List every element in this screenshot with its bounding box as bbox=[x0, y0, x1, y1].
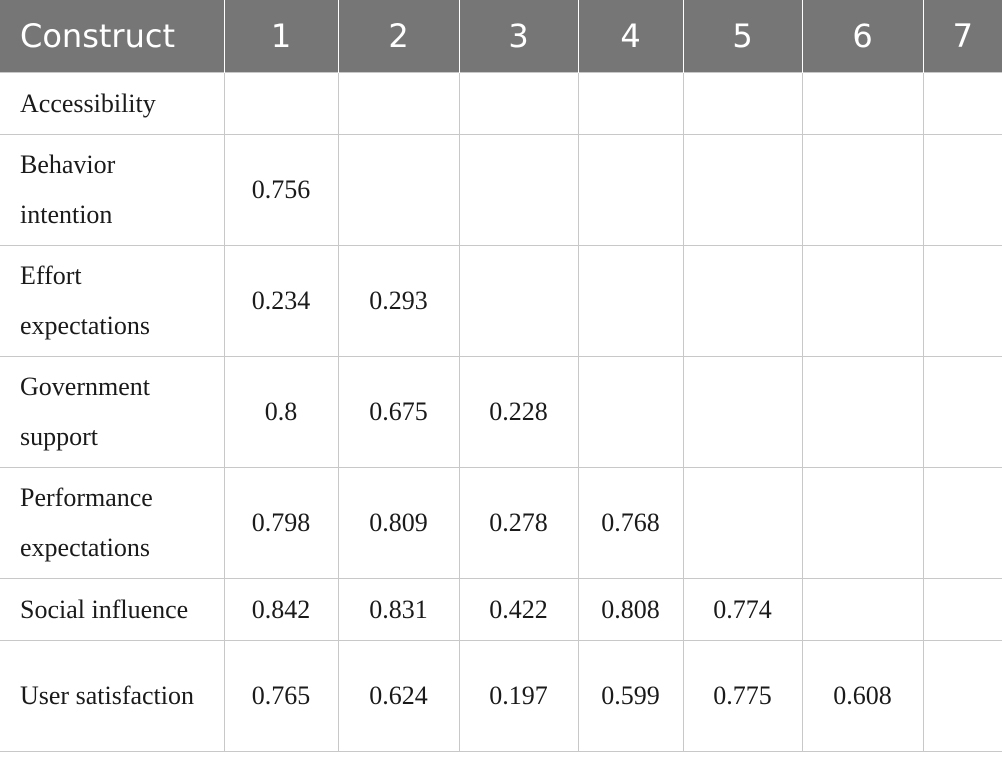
table-cell: 0.675 bbox=[337, 356, 460, 468]
table-cell: 0.228 bbox=[458, 356, 579, 468]
header-col-5: 5 bbox=[683, 0, 803, 73]
table-cell bbox=[801, 356, 924, 468]
table-row: User satisfaction 0.765 0.624 0.197 0.59… bbox=[0, 640, 1002, 752]
table-row: Performance expectations 0.798 0.809 0.2… bbox=[0, 467, 1002, 579]
table-cell: 0.599 bbox=[577, 640, 684, 752]
table-cell: 0.775 bbox=[682, 640, 803, 752]
row-label: Performance expectations bbox=[0, 467, 225, 579]
table-cell: 0.842 bbox=[223, 578, 339, 641]
table-cell bbox=[577, 356, 684, 468]
row-label: Behavior intention bbox=[0, 134, 225, 246]
table-cell: 0.798 bbox=[223, 467, 339, 579]
table-cell bbox=[801, 245, 924, 357]
table-cell bbox=[682, 356, 803, 468]
table-cell: 0.422 bbox=[458, 578, 579, 641]
header-col-3: 3 bbox=[459, 0, 579, 73]
table-cell bbox=[682, 467, 803, 579]
table-row: Social influence 0.842 0.831 0.422 0.808… bbox=[0, 578, 1002, 641]
table-cell bbox=[577, 134, 684, 246]
table-cell bbox=[922, 578, 1002, 641]
table-cell: 0.756 bbox=[223, 134, 339, 246]
table-cell bbox=[801, 578, 924, 641]
header-col-4: 4 bbox=[578, 0, 684, 73]
table-cell bbox=[801, 467, 924, 579]
table-row: Effort expectations 0.234 0.293 bbox=[0, 245, 1002, 357]
table-cell bbox=[458, 72, 579, 135]
table-cell bbox=[922, 72, 1002, 135]
header-row: Construct 1 2 3 4 5 6 7 bbox=[0, 0, 1002, 73]
row-label: Government support bbox=[0, 356, 225, 468]
table-cell bbox=[922, 134, 1002, 246]
table-cell: 0.624 bbox=[337, 640, 460, 752]
header-col-2: 2 bbox=[338, 0, 460, 73]
table-cell bbox=[922, 640, 1002, 752]
table-cell bbox=[577, 72, 684, 135]
row-label: Social influence bbox=[0, 578, 225, 641]
table-cell bbox=[801, 72, 924, 135]
row-label: User satisfaction bbox=[0, 640, 225, 752]
table-cell: 0.765 bbox=[223, 640, 339, 752]
row-label: Effort expectations bbox=[0, 245, 225, 357]
header-col-7: 7 bbox=[923, 0, 1002, 73]
table-cell: 0.808 bbox=[577, 578, 684, 641]
table-cell: 0.8 bbox=[223, 356, 339, 468]
header-col-1: 1 bbox=[224, 0, 339, 73]
table-cell bbox=[922, 245, 1002, 357]
table-cell bbox=[458, 245, 579, 357]
table-row: Accessibility bbox=[0, 72, 1002, 135]
header-col-6: 6 bbox=[802, 0, 924, 73]
row-label: Accessibility bbox=[0, 72, 225, 135]
table-cell: 0.293 bbox=[337, 245, 460, 357]
table-cell: 0.774 bbox=[682, 578, 803, 641]
table-row: Government support 0.8 0.675 0.228 bbox=[0, 356, 1002, 468]
table-cell bbox=[577, 245, 684, 357]
header-construct: Construct bbox=[0, 0, 225, 73]
table-cell bbox=[682, 245, 803, 357]
table-cell bbox=[223, 72, 339, 135]
table-cell bbox=[682, 134, 803, 246]
table-cell bbox=[922, 467, 1002, 579]
table-cell bbox=[458, 134, 579, 246]
table-cell: 0.768 bbox=[577, 467, 684, 579]
table-cell: 0.197 bbox=[458, 640, 579, 752]
table-cell bbox=[337, 134, 460, 246]
table-cell: 0.234 bbox=[223, 245, 339, 357]
table-cell: 0.831 bbox=[337, 578, 460, 641]
table-cell bbox=[801, 134, 924, 246]
table-cell bbox=[922, 356, 1002, 468]
table-cell bbox=[682, 72, 803, 135]
table-cell: 0.608 bbox=[801, 640, 924, 752]
table-cell: 0.278 bbox=[458, 467, 579, 579]
table-cell bbox=[337, 72, 460, 135]
table-cell: 0.809 bbox=[337, 467, 460, 579]
discriminant-validity-table: Construct 1 2 3 4 5 6 7 Accessibility Be… bbox=[0, 0, 1002, 752]
table-row: Behavior intention 0.756 bbox=[0, 134, 1002, 246]
